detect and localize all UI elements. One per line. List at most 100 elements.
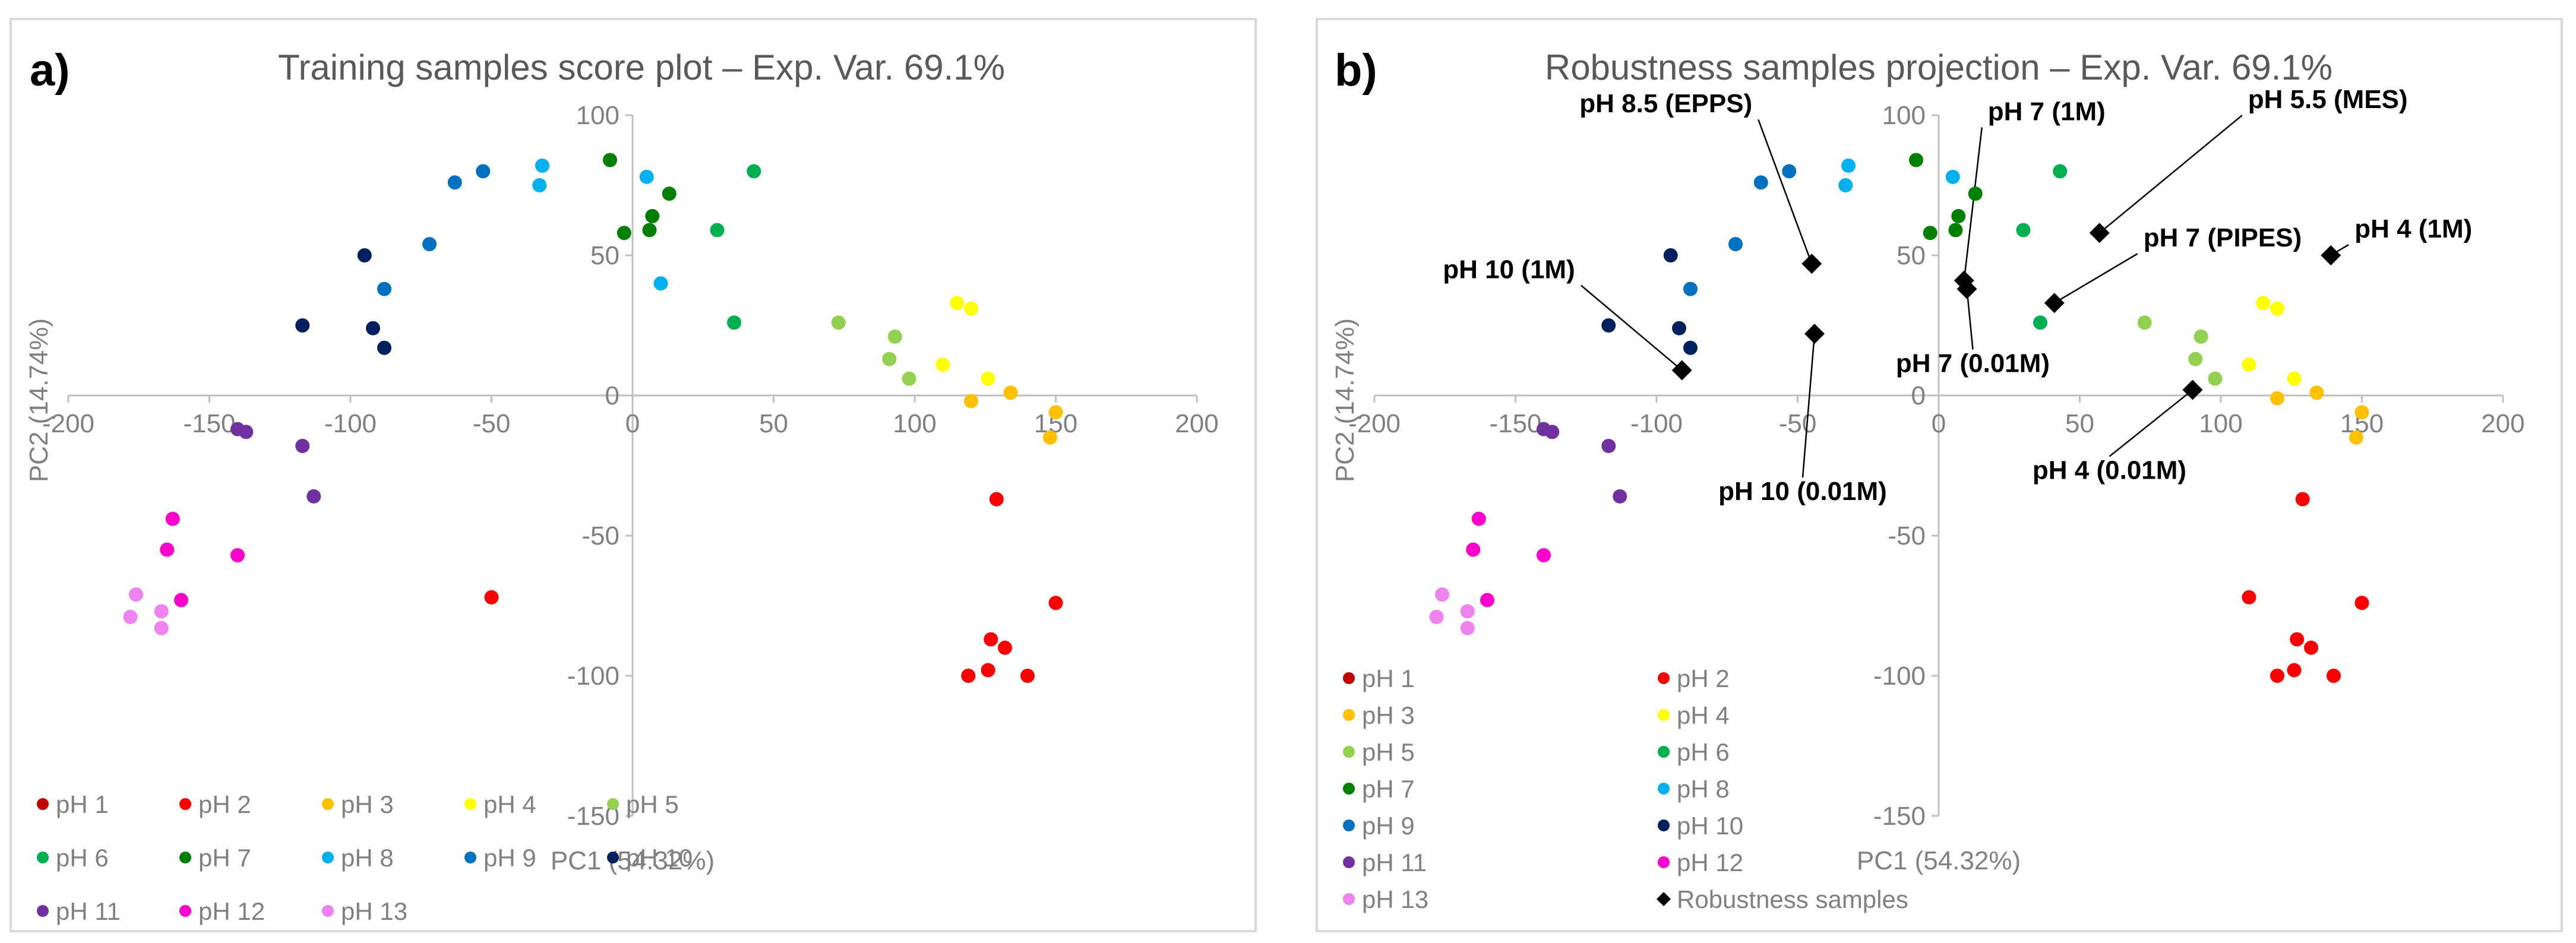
data-point-ph-8: [639, 169, 654, 184]
x-tick-label: 0: [1932, 409, 1946, 438]
legend-marker: [1343, 746, 1355, 758]
data-point-ph-12: [1480, 593, 1494, 607]
data-point-ph-10: [1663, 248, 1678, 262]
legend-label: pH 10: [1677, 812, 1743, 840]
legend-marker: [322, 798, 334, 810]
data-point-ph-7: [642, 223, 657, 238]
data-point-ph-2: [981, 663, 995, 678]
data-point-ph-4: [964, 301, 978, 316]
data-point-ph-4: [2270, 301, 2284, 316]
data-point-ph-2: [2327, 669, 2341, 683]
data-point-ph-11: [306, 489, 321, 504]
data-point-ph-10: [1601, 318, 1616, 333]
data-point-ph-2: [961, 669, 976, 683]
y-tick-label: 100: [576, 101, 619, 130]
legend-label: pH 1: [56, 790, 109, 818]
panel-b: b) Robustness samples projection – Exp. …: [1316, 18, 2563, 932]
x-tick-label: -50: [473, 409, 511, 438]
y-tick-label: 50: [1897, 241, 1926, 270]
annotation-label: pH 7 (0.01M): [1896, 349, 2050, 378]
data-points-b: [1429, 153, 2369, 683]
robustness-sample-point: [1671, 360, 1692, 381]
data-point-ph-4: [2287, 371, 2302, 386]
x-tick-label: 50: [759, 409, 788, 438]
x-tick-label: -200: [42, 409, 94, 438]
data-point-ph-12: [160, 542, 175, 557]
x-tick-label: -100: [1630, 409, 1683, 438]
annotation-leader-line: [1966, 289, 1974, 350]
x-tick-label: 100: [2199, 409, 2242, 438]
legend-marker: [1343, 819, 1355, 831]
data-point-ph-11: [1613, 489, 1627, 504]
data-point-ph-10: [366, 321, 380, 336]
data-point-ph-3: [1003, 385, 1018, 400]
data-point-ph-9: [1728, 237, 1743, 252]
legend-label: pH 4: [1677, 701, 1730, 729]
legend-marker: [1658, 783, 1670, 795]
annotation-leader-line: [2109, 389, 2193, 457]
annotation-label: pH 7 (1M): [1988, 97, 2106, 126]
data-point-ph-8: [1841, 158, 1856, 173]
data-point-ph-9: [1753, 175, 1768, 190]
legend-marker: [37, 798, 49, 810]
data-point-ph-11: [295, 438, 310, 453]
data-point-ph-2: [2295, 492, 2310, 507]
legend-label: pH 12: [198, 897, 265, 925]
legend-label: pH 2: [198, 790, 251, 818]
annotation-leader-line: [1758, 119, 1813, 264]
data-point-ph-3: [2309, 385, 2324, 400]
annotation-leader-line: [1963, 127, 1983, 281]
legend-label: pH 10: [626, 844, 693, 872]
legend-marker: [464, 798, 476, 810]
chart-title-a: Training samples score plot – Exp. Var. …: [278, 48, 1005, 87]
data-point-ph-9: [1782, 164, 1797, 179]
x-axis-label-b: PC1 (54.32%): [1857, 846, 2021, 875]
data-point-ph-4: [950, 296, 965, 311]
data-point-ph-7: [645, 208, 660, 223]
data-point-ph-7: [617, 226, 631, 241]
data-point-ph-7: [1968, 186, 1983, 201]
data-point-ph-10: [357, 248, 372, 262]
data-point-ph-5: [831, 315, 846, 330]
legend-label: pH 8: [1677, 775, 1730, 803]
y-tick-label: 0: [1911, 381, 1926, 410]
data-point-ph-3: [2349, 430, 2363, 445]
annotation-label: pH 10 (0.01M): [1718, 477, 1887, 506]
data-point-ph-9: [377, 281, 391, 296]
legend-label: pH 13: [341, 897, 407, 925]
data-point-ph-5: [882, 352, 897, 366]
x-tick-label: -150: [183, 409, 235, 438]
data-point-ph-13: [154, 604, 169, 619]
panel-a: a) Training samples score plot – Exp. Va…: [10, 18, 1257, 932]
data-point-ph-7: [1948, 223, 1963, 238]
data-point-ph-5: [2193, 329, 2208, 344]
data-point-ph-3: [2354, 405, 2369, 420]
data-point-ph-12: [1537, 548, 1551, 563]
data-point-ph-13: [1435, 587, 1449, 602]
legend-marker: [322, 852, 334, 863]
x-tick-label: 50: [2065, 409, 2094, 438]
legend-label: pH 3: [1362, 701, 1415, 729]
legend-marker: [607, 852, 619, 863]
data-point-ph-6: [2016, 223, 2031, 238]
data-point-ph-3: [1048, 405, 1063, 420]
data-point-ph-5: [887, 329, 902, 344]
x-tick-label: -200: [1348, 409, 1401, 438]
data-point-ph-12: [230, 548, 245, 563]
data-point-ph-2: [984, 632, 998, 647]
data-point-ph-10: [295, 318, 310, 333]
data-point-ph-6: [2033, 315, 2047, 330]
legend-marker: [607, 798, 619, 810]
data-point-ph-4: [981, 371, 995, 386]
legend-marker: [1658, 709, 1670, 721]
data-point-ph-3: [964, 394, 978, 409]
data-point-ph-8: [653, 276, 668, 291]
y-tick-label: 50: [590, 241, 619, 270]
legend-marker: [1343, 783, 1355, 795]
legend-marker: [1658, 746, 1670, 758]
data-point-ph-2: [2354, 596, 2369, 610]
y-tick-label: -50: [1888, 521, 1926, 550]
data-point-ph-2: [989, 492, 1004, 507]
data-point-ph-6: [747, 164, 761, 179]
legend-label: pH 8: [341, 844, 394, 872]
